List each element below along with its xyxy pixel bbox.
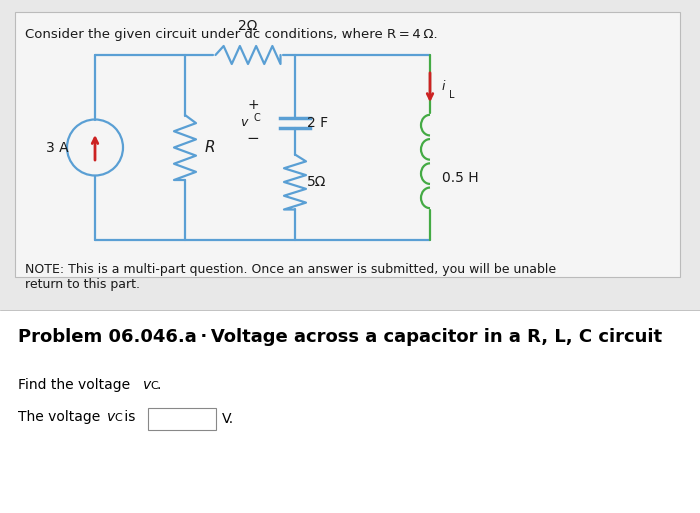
Text: i: i bbox=[442, 81, 445, 93]
Text: NOTE: This is a multi-part question. Once an answer is submitted, you will be un: NOTE: This is a multi-part question. Onc… bbox=[25, 263, 556, 276]
Text: −: − bbox=[246, 131, 260, 146]
Text: v: v bbox=[143, 378, 151, 392]
Bar bbox=[0, 0, 700, 310]
Text: return to this part.: return to this part. bbox=[25, 278, 140, 291]
Text: v: v bbox=[239, 116, 247, 129]
Text: 5Ω: 5Ω bbox=[307, 175, 326, 189]
Text: .: . bbox=[157, 378, 162, 392]
Text: R: R bbox=[205, 140, 216, 155]
Bar bbox=[0, 310, 700, 513]
Bar bbox=[148, 408, 216, 430]
Text: +: + bbox=[247, 98, 259, 112]
Text: v: v bbox=[107, 410, 116, 424]
Text: L: L bbox=[449, 90, 454, 100]
Text: Find the voltage: Find the voltage bbox=[18, 378, 134, 392]
Text: 0.5 H: 0.5 H bbox=[442, 170, 479, 185]
Text: C: C bbox=[114, 413, 122, 423]
Text: is: is bbox=[120, 410, 135, 424]
Bar bbox=[15, 12, 680, 277]
Text: The voltage: The voltage bbox=[18, 410, 104, 424]
Text: Consider the given circuit under dc conditions, where R = 4 Ω.: Consider the given circuit under dc cond… bbox=[25, 28, 437, 41]
Text: 2 F: 2 F bbox=[307, 116, 328, 130]
Text: V.: V. bbox=[222, 412, 234, 426]
Text: 3 A: 3 A bbox=[46, 141, 69, 154]
Text: C: C bbox=[253, 113, 260, 123]
Text: C: C bbox=[150, 381, 158, 391]
Text: Problem 06.046.a · Voltage across a capacitor in a R, L, C circuit: Problem 06.046.a · Voltage across a capa… bbox=[18, 328, 662, 346]
Text: 2Ω: 2Ω bbox=[238, 19, 258, 33]
